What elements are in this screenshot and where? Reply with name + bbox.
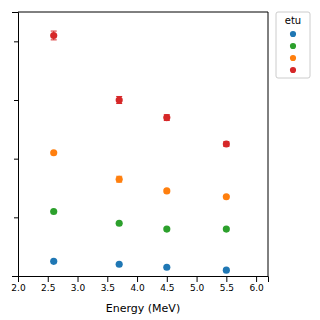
tick-label: 2.5 [41, 283, 55, 293]
tick-mark [226, 276, 227, 282]
tick: 6.0 [249, 276, 264, 293]
point [50, 149, 57, 156]
point [50, 258, 57, 265]
legend-swatch [290, 43, 296, 49]
y-axis [12, 13, 19, 277]
tick [14, 217, 18, 218]
legend-frame [276, 12, 310, 78]
point [163, 264, 170, 271]
error-bar [116, 96, 122, 103]
point [223, 225, 230, 232]
error-bar [164, 115, 170, 121]
marks [50, 31, 230, 274]
point [116, 176, 123, 183]
legend: etu [276, 12, 310, 78]
tick: 2.0 [11, 276, 26, 293]
point [223, 140, 230, 147]
tick-mark [137, 276, 138, 282]
legend-title: etu [285, 15, 301, 26]
error-bar [116, 176, 122, 182]
point [50, 32, 57, 39]
tick: 3.0 [71, 276, 86, 293]
tick-label: 4.5 [160, 283, 174, 293]
x-axis-title: Energy (MeV) [106, 302, 180, 315]
tick-mark [167, 276, 168, 282]
point [116, 220, 123, 227]
tick: 5.5 [220, 276, 234, 293]
tick-label: 3.5 [101, 283, 115, 293]
point [163, 187, 170, 194]
tick-mark [197, 276, 198, 282]
tick: 5.0 [190, 276, 205, 293]
tick-mark [256, 276, 257, 282]
point [163, 114, 170, 121]
point [163, 225, 170, 232]
tick-mark [14, 41, 18, 42]
series [50, 149, 230, 200]
series [50, 258, 230, 274]
tick-label: 6.0 [249, 283, 264, 293]
chart: 2.0 2.5 3.0 3.5 4.0 4.5 5.0 5.5 6.0 Energy (MeV) e… [0, 0, 320, 320]
tick: 2.5 [41, 276, 55, 293]
tick-mark [107, 276, 108, 282]
axis-line [12, 13, 19, 277]
tick-label: 3.0 [71, 283, 86, 293]
frame-line [268, 12, 269, 276]
point [116, 261, 123, 268]
error-cap [51, 39, 57, 40]
tick [14, 100, 18, 101]
tick-mark [14, 276, 18, 277]
point [223, 267, 230, 274]
legend-swatch [290, 67, 296, 73]
axis-line [19, 277, 269, 283]
tick-label: 5.5 [220, 283, 234, 293]
tick-mark [48, 276, 49, 282]
legend-swatch [290, 31, 296, 37]
tick: 4.0 [130, 276, 145, 293]
tick: 3.5 [101, 276, 115, 293]
tick [14, 159, 18, 160]
series [50, 31, 230, 148]
tick: 4.5 [160, 276, 174, 293]
tick-mark [78, 276, 79, 282]
point [223, 193, 230, 200]
point [116, 96, 123, 103]
tick-label: 2.0 [11, 283, 26, 293]
tick [14, 276, 18, 277]
frame-line [18, 12, 268, 13]
x-axis: 2.0 2.5 3.0 3.5 4.0 4.5 5.0 5.5 6.0 [11, 276, 268, 293]
error-bar [51, 31, 57, 40]
tick-label: 5.0 [190, 283, 205, 293]
legend-swatch [290, 55, 296, 61]
series [50, 208, 230, 233]
tick-mark [14, 100, 18, 101]
tick-label: 4.0 [130, 283, 145, 293]
point [50, 208, 57, 215]
tick-mark [14, 159, 18, 160]
tick-mark [14, 217, 18, 218]
plot: 2.0 2.5 3.0 3.5 4.0 4.5 5.0 5.5 6.0 [11, 12, 268, 293]
error-cap [51, 31, 57, 32]
tick [14, 41, 18, 42]
